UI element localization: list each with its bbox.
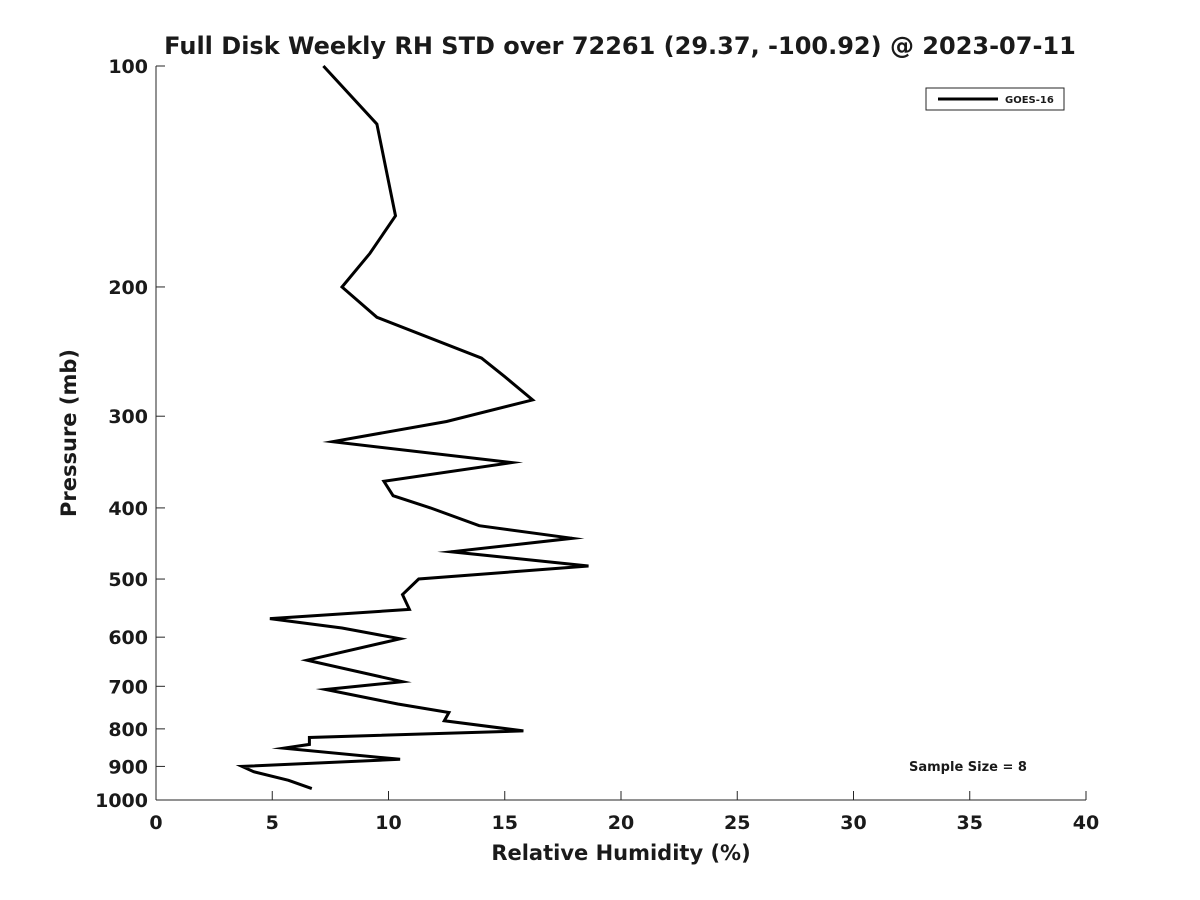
chart-title: Full Disk Weekly RH STD over 72261 (29.3… <box>164 32 1076 60</box>
y-tick-label: 900 <box>108 756 148 778</box>
y-axis-ticks: 100 200 300 400 500 600 700 800 900 1000 <box>95 56 165 812</box>
x-tick-label: 40 <box>1073 812 1099 834</box>
x-tick-label: 35 <box>957 812 983 834</box>
x-tick-label: 30 <box>840 812 866 834</box>
x-tick-label: 10 <box>375 812 401 834</box>
x-axis-ticks: 0 5 10 15 20 25 30 35 40 <box>149 791 1099 834</box>
y-tick-label: 100 <box>108 56 148 78</box>
y-tick-label: 500 <box>108 569 148 591</box>
series-layer <box>235 64 589 791</box>
x-tick-label: 5 <box>266 812 279 834</box>
y-axis-label: Pressure (mb) <box>57 349 81 517</box>
legend-label-goes-16: GOES-16 <box>1005 95 1054 106</box>
y-tick-label: 1000 <box>95 790 148 812</box>
y-tick-label: 300 <box>108 406 148 428</box>
x-tick-label: 20 <box>608 812 634 834</box>
x-tick-label: 15 <box>492 812 518 834</box>
series-line-goes-16 <box>235 64 589 791</box>
y-tick-label: 200 <box>108 277 148 299</box>
legend: GOES-16 <box>925 87 1065 111</box>
x-tick-label: 0 <box>149 812 162 834</box>
sample-size-annotation: Sample Size = 8 <box>909 760 1027 775</box>
x-axis-label: Relative Humidity (%) <box>491 841 750 865</box>
y-tick-label: 600 <box>108 627 148 649</box>
y-tick-label: 400 <box>108 498 148 520</box>
x-tick-label: 25 <box>724 812 750 834</box>
y-tick-label: 800 <box>108 719 148 741</box>
y-tick-label: 700 <box>108 676 148 698</box>
